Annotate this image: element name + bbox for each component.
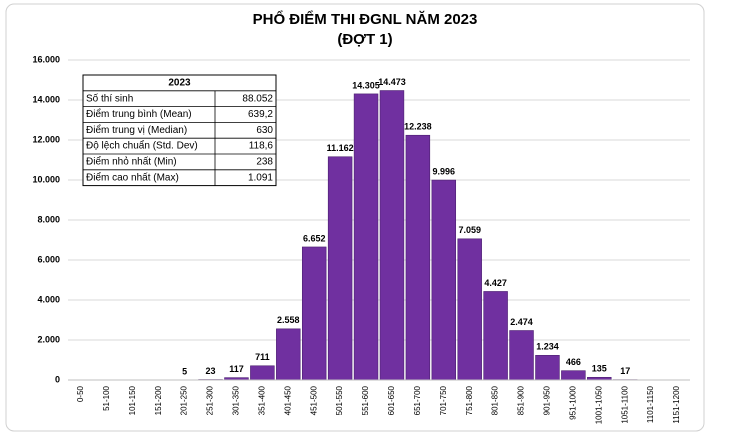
x-tick-label: 351-400	[257, 385, 266, 415]
value-label: 2.558	[277, 315, 300, 325]
x-tick-label: 801-850	[491, 385, 500, 415]
bar	[250, 365, 275, 381]
x-tick-label: 551-600	[361, 385, 370, 415]
x-tick-label: 501-550	[335, 385, 344, 415]
value-label: 6.652	[303, 233, 326, 243]
value-label: 11.162	[327, 143, 354, 153]
y-tick-label: 6.000	[37, 254, 60, 264]
chart-title: PHỔ ĐIỂM THI ĐGNL NĂM 2023	[253, 10, 478, 28]
value-label: 711	[255, 352, 270, 362]
y-tick-label: 14.000	[32, 94, 60, 104]
value-label: 23	[206, 366, 216, 376]
y-tick-label: 0	[55, 374, 60, 384]
value-label: 7.059	[458, 225, 481, 235]
x-tick-label: 701-750	[439, 385, 448, 415]
bar	[276, 328, 301, 381]
table-label: Điểm trung bình (Mean)	[86, 108, 192, 120]
x-tick-label: 151-200	[154, 385, 163, 415]
x-tick-label: 451-500	[309, 385, 318, 415]
x-tick-label: 401-450	[283, 385, 292, 415]
value-label: 14.473	[378, 77, 406, 87]
table-value: 238	[256, 157, 273, 168]
x-tick-label: 1001-1050	[594, 385, 603, 424]
y-tick-label: 8.000	[37, 214, 60, 224]
x-tick-label: 301-350	[232, 385, 241, 415]
x-tick-label: 201-250	[180, 385, 189, 415]
bar	[457, 238, 482, 381]
table-label: Độ lệch chuẩn (Std. Dev)	[86, 140, 198, 152]
y-tick-label: 4.000	[37, 294, 60, 304]
table-value: 630	[256, 125, 273, 136]
bar	[301, 246, 327, 381]
y-tick-label: 16.000	[32, 54, 60, 64]
value-label: 466	[566, 357, 581, 367]
value-label: 17	[620, 366, 630, 376]
table-value: 1.091	[248, 172, 273, 183]
table-value: 88.052	[242, 93, 273, 104]
table-label: Điểm trung vị (Median)	[86, 124, 187, 136]
table-label: Số thí sinh	[86, 92, 133, 104]
table-value: 639,2	[248, 109, 273, 120]
bar	[431, 179, 457, 381]
bar	[327, 156, 353, 381]
x-tick-label: 51-100	[102, 385, 111, 410]
x-tick-label: 101-150	[128, 385, 137, 415]
value-label: 117	[229, 364, 244, 374]
x-tick-label: 0-50	[76, 385, 85, 402]
x-tick-label: 1101-1150	[646, 385, 655, 423]
table-label: Điểm cao nhất (Max)	[86, 171, 179, 183]
table-value: 118,6	[249, 141, 274, 152]
bar	[509, 330, 534, 381]
x-tick-label: 1151-1200	[672, 385, 681, 423]
x-tick-label: 851-900	[517, 385, 526, 415]
y-tick-label: 12.000	[32, 134, 60, 144]
bar	[405, 134, 431, 381]
bar	[561, 370, 586, 381]
bar	[483, 291, 508, 381]
value-label: 135	[592, 364, 607, 374]
value-label: 5	[182, 366, 187, 376]
table-label: Điểm nhỏ nhất (Min)	[86, 156, 177, 168]
bar	[353, 93, 379, 381]
y-tick-label: 10.000	[32, 174, 60, 184]
bar	[379, 90, 405, 381]
y-tick-label: 2.000	[37, 334, 60, 344]
x-tick-label: 1051-1100	[620, 385, 629, 423]
value-label: 1.234	[536, 342, 559, 352]
x-tick-label: 601-650	[387, 385, 396, 415]
x-tick-label: 251-300	[206, 385, 215, 415]
table-header: 2023	[168, 78, 191, 89]
value-label: 9.996	[433, 166, 456, 176]
x-tick-label: 951-1000	[568, 385, 577, 419]
x-tick-label: 901-950	[543, 385, 552, 415]
value-label: 2.474	[510, 317, 533, 327]
x-tick-label: 751-800	[465, 385, 474, 415]
x-tick-label: 651-700	[413, 385, 422, 415]
chart-subtitle: (ĐỢT 1)	[337, 31, 392, 48]
value-label: 14.305	[352, 80, 380, 90]
bar	[535, 355, 560, 381]
table-frame	[82, 74, 277, 187]
value-label: 12.238	[404, 122, 432, 132]
value-label: 4.427	[484, 278, 507, 288]
